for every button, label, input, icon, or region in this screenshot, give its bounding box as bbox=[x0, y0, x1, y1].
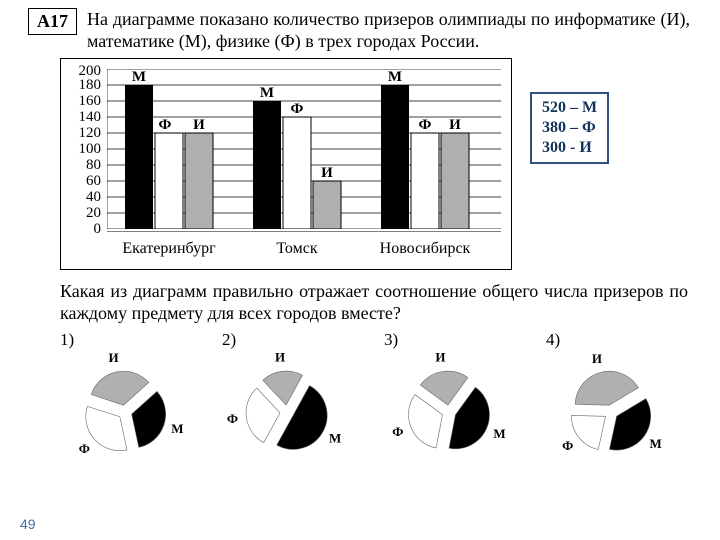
svg-text:М: М bbox=[171, 421, 183, 436]
svg-text:И: И bbox=[109, 352, 119, 365]
option-3: 3) ИМФ bbox=[384, 330, 534, 462]
svg-text:И: И bbox=[275, 352, 285, 364]
svg-text:80: 80 bbox=[86, 157, 101, 173]
svg-text:И: И bbox=[449, 117, 461, 133]
svg-text:Ф: Ф bbox=[392, 424, 403, 439]
svg-text:180: 180 bbox=[79, 77, 102, 93]
svg-text:160: 160 bbox=[79, 93, 102, 109]
svg-text:М: М bbox=[132, 69, 146, 85]
svg-text:И: И bbox=[193, 117, 205, 133]
svg-text:Ф: Ф bbox=[227, 411, 238, 426]
cat-3: Новосибирск bbox=[380, 240, 471, 257]
intro-text: На диаграмме показано количество призеро… bbox=[87, 8, 690, 52]
svg-text:Ф: Ф bbox=[291, 101, 304, 117]
option-2: 2) ИМФ bbox=[222, 330, 372, 462]
totals-box: 520 – М 380 – Ф 300 - И bbox=[530, 92, 609, 164]
svg-text:Ф: Ф bbox=[562, 438, 573, 453]
svg-text:И: И bbox=[592, 352, 602, 366]
svg-text:Ф: Ф bbox=[159, 117, 172, 133]
bar-chart: 0 20 40 60 80 100 120 140 160 180 200 bbox=[60, 58, 720, 270]
bar-plot: М Ф И М Ф И М Ф И bbox=[107, 69, 501, 229]
svg-text:М: М bbox=[260, 85, 274, 101]
svg-text:100: 100 bbox=[79, 141, 102, 157]
svg-text:120: 120 bbox=[79, 125, 102, 141]
svg-text:И: И bbox=[435, 352, 445, 365]
answer-options: 1) ИМФ 2) ИМФ 3) ИМФ 4) ИМФ bbox=[60, 330, 696, 462]
svg-text:Ф: Ф bbox=[79, 441, 90, 456]
svg-text:20: 20 bbox=[86, 205, 101, 221]
svg-text:60: 60 bbox=[86, 173, 101, 189]
svg-text:М: М bbox=[388, 69, 402, 85]
y-axis-ticks: 0 20 40 60 80 100 120 140 160 180 200 bbox=[79, 63, 102, 237]
page-number: 49 bbox=[20, 516, 36, 532]
svg-text:0: 0 bbox=[94, 221, 102, 237]
cat-2: Томск bbox=[276, 240, 317, 257]
option-4: 4) ИМФ bbox=[546, 330, 696, 462]
svg-text:40: 40 bbox=[86, 189, 101, 205]
svg-text:140: 140 bbox=[79, 109, 102, 125]
problem-badge: A17 bbox=[28, 8, 77, 35]
svg-text:И: И bbox=[321, 165, 333, 181]
svg-text:200: 200 bbox=[79, 63, 102, 79]
total-m: 520 – М bbox=[542, 98, 597, 118]
option-1: 1) ИМФ bbox=[60, 330, 210, 462]
cat-1: Екатеринбург bbox=[122, 240, 216, 257]
svg-text:М: М bbox=[493, 426, 505, 441]
svg-text:М: М bbox=[650, 436, 662, 451]
svg-text:М: М bbox=[329, 430, 341, 445]
total-i: 300 - И bbox=[542, 138, 597, 158]
svg-text:Ф: Ф bbox=[419, 117, 432, 133]
total-f: 380 – Ф bbox=[542, 118, 597, 138]
question-text: Какая из диаграмм правильно отражает соо… bbox=[60, 280, 688, 324]
